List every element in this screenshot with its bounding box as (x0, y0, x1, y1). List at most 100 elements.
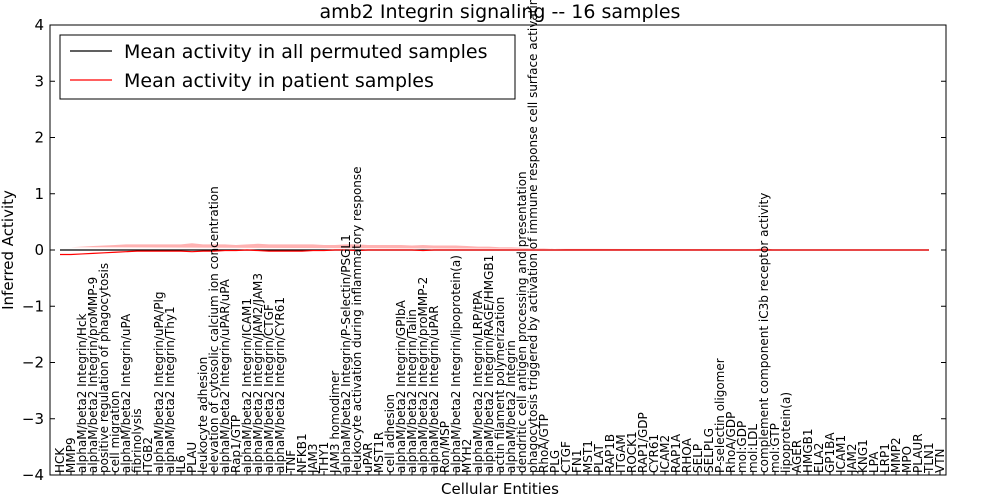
x-tick-label: alphaM/beta2 Integrin/uPA (119, 313, 133, 473)
x-tick-label: alphaM/beta2 Integrin/uPAR/uPA (218, 278, 232, 473)
x-tick-label: ITGAM (614, 434, 628, 473)
x-tick-label: RAP1/GDP (636, 412, 650, 473)
x-tick-label: complement component iC3b receptor activ… (757, 193, 771, 473)
x-tick-label: PLAUR (911, 433, 925, 473)
x-tick-label: CYR61 (647, 434, 661, 473)
x-tick-label: HCK (53, 447, 67, 473)
x-tick-label: RhoA/GDP (724, 412, 738, 473)
x-tick-label: leukocyte adhesion (196, 357, 210, 473)
x-tick-label: VTN (933, 448, 947, 473)
series-line-patient (60, 249, 929, 256)
x-tick-label: NFKB1 (295, 433, 309, 473)
legend: Mean activity in all permuted samples Me… (59, 34, 516, 100)
x-tick-label: TNF (284, 450, 298, 474)
x-tick-label: Ron/MSP (438, 421, 452, 473)
band-patient (60, 243, 929, 250)
x-tick-label: alphaM/beta2 Integrin/CYR61 (273, 297, 287, 473)
x-tick-label: MMP9 (64, 437, 78, 473)
x-tick-label: alphaM/beta2 Integrin/proMMP-9 (86, 277, 100, 473)
x-tick-label: PLAT (592, 444, 606, 473)
x-tick-label: cell adhesion (383, 394, 397, 473)
x-tick-label: uPAR (361, 442, 375, 473)
series-lines (60, 249, 929, 256)
x-tick-label: alphaM/beta2 Integrin/ICAM1 (240, 298, 254, 473)
x-tick-label: alphaM/beta2 Integrin/JAM2/JAM3 (251, 273, 265, 473)
x-tick-label: IL6 (174, 455, 188, 473)
x-tick-label: KNG1 (856, 439, 870, 473)
x-tick-label: alphaM/beta2 Integrin/proMMP-2 (416, 277, 430, 473)
x-tick-label: lipoprotein(a) (779, 392, 793, 473)
x-tick-label: MMP2 (889, 437, 903, 473)
y-tick-label: 4 (34, 16, 44, 34)
x-tick-label: positive regulation of phagocytosis (97, 263, 111, 473)
x-tick-label: RAP1A (669, 433, 683, 473)
y-tick-label: 0 (34, 241, 44, 259)
x-tick-label: MST1 (581, 440, 595, 473)
x-tick-label: RAP1B (603, 434, 617, 473)
x-tick-label: MYH2 (460, 439, 474, 473)
x-tick-label: CTGF (559, 441, 573, 473)
x-tick-label: FN1 (570, 449, 584, 473)
x-axis-label: Cellular Entities (441, 480, 559, 498)
x-tick-label: cell migration (108, 391, 122, 473)
x-tick-label: leukocyte activation during inflammatory… (350, 166, 364, 473)
x-tick-label: mol:LDL (746, 424, 760, 473)
x-tick-label: PLG (548, 450, 562, 473)
chart-title: amb2 Integrin signaling -- 16 samples (320, 1, 681, 23)
confidence-bands (60, 243, 929, 250)
x-tick-label: ITGB2 (141, 437, 155, 473)
x-tick-label: SELP (691, 444, 705, 473)
legend-label-patient: Mean activity in patient samples (124, 70, 434, 92)
y-tick-label: 2 (34, 129, 44, 147)
x-tick-label: alphaM/beta2 Integrin/GPIbA (394, 299, 408, 473)
x-tick-label: phagocytosis triggered by activation of … (526, 0, 540, 473)
y-tick-label: −2 (22, 354, 44, 372)
y-tick-label: 1 (34, 185, 44, 203)
y-tick-label: −4 (22, 466, 44, 484)
x-tick-label: ROCK1 (625, 431, 639, 473)
x-tick-label: fibrinolysis (130, 408, 144, 473)
x-tick-label: LPA (867, 451, 881, 473)
x-tick-label: Rap1/GTP (229, 415, 243, 473)
x-tick-label: P-selectin oligomer (713, 358, 727, 473)
legend-box (59, 34, 516, 100)
x-tick-label: ICAM1 (834, 435, 848, 473)
x-tick-label: mol:GTP (768, 423, 782, 473)
x-tick-label: TLN1 (922, 442, 936, 474)
x-tick-label: alphaM/beta2 Integrin/RAGE/HMGB1 (482, 255, 496, 473)
y-axis-label: Inferred Activity (0, 190, 17, 310)
x-tick-label: alphaM/beta2 Integrin/uPA/Plg (152, 292, 166, 473)
x-tick-label: SELPLG (702, 428, 716, 473)
y-tick-label: 3 (34, 72, 44, 90)
x-tick-label: alphaM/beta2 Integrin/uPAR (427, 305, 441, 473)
x-tick-label: THY1 (317, 442, 331, 474)
legend-label-permuted: Mean activity in all permuted samples (124, 41, 487, 63)
x-tick-label: alphaM/beta2 Integrin/CTGF (262, 304, 276, 473)
x-tick-label: alphaM/beta2 Integrin (504, 340, 518, 473)
x-tick-label: HMGB1 (801, 428, 815, 473)
plot-frame (49, 24, 947, 476)
x-tick-label: alphaM/beta2 Integrin/LRP/tPA (471, 290, 485, 473)
x-tick-label: mol:GDP (735, 421, 749, 473)
x-tick-label: alphaM/beta2 Integrin/Hck (75, 313, 89, 473)
y-tick-label: −3 (22, 410, 44, 428)
y-axis-ticks: 4 3 2 1 0 −1 −2 −3 −4 (22, 16, 946, 484)
x-tick-label: actin filament polymerization (493, 297, 507, 473)
x-tick-label: GP1BA (823, 432, 837, 473)
x-tick-label: RHOA (680, 437, 694, 473)
x-tick-label: ICAM2 (658, 435, 672, 473)
x-tick-label: PLAU (185, 442, 199, 473)
x-tick-label: MST1R (372, 432, 386, 473)
x-tick-label: alphaM/beta2 Integrin/Talin (405, 309, 419, 473)
x-tick-label: dendritic cell antigen processing and pr… (515, 171, 529, 473)
x-tick-label: ELA2 (812, 443, 826, 473)
x-tick-label: AGER (790, 440, 804, 473)
x-tick-label: JAM2 (845, 443, 859, 474)
x-tick-label: JAM3 (306, 443, 320, 474)
x-tick-label: alphaM/beta2 Integrin/Thy1 (163, 306, 177, 473)
x-tick-label: JAM3 homodimer (328, 371, 342, 474)
x-tick-label: LRP1 (878, 443, 892, 473)
x-tick-label: alphaM/beta2 Integrin/lipoprotein(a) (449, 255, 463, 473)
